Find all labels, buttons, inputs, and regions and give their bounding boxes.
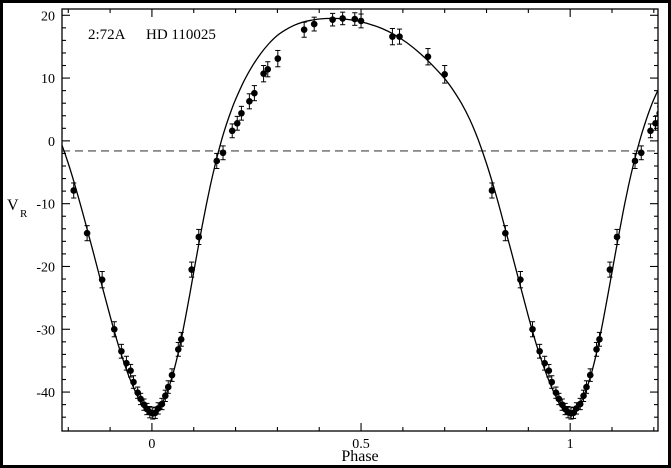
data-point [238,109,245,117]
plot-frame [61,8,659,432]
y-tick-label: -20 [36,260,55,275]
object-name: HD 110025 [146,27,216,43]
y-axis-label-subscript: R [20,208,28,220]
data-point [613,233,621,241]
data-point [98,276,106,283]
data-point [555,395,563,403]
data-point [127,367,134,375]
data-point [158,400,166,408]
x-tick-label: 0.5 [352,437,370,452]
data-point [195,233,203,241]
data-point [580,392,587,400]
data-point [134,389,142,396]
data-point [606,266,614,273]
chart-svg: 0 0.5 1 -40 -30 -20 -10 0 10 20 2:72A HD 110025 V… [7,8,659,465]
data-point [389,33,396,40]
data-point [647,127,654,135]
y-tick-label: -40 [36,386,55,401]
data-point [137,395,144,403]
data-point [168,371,176,379]
data-point [593,346,600,353]
data-point [233,119,241,127]
data-point [545,367,553,375]
data-point [631,157,639,165]
panel-label: 2:72A [88,27,126,43]
data-point [552,389,560,396]
data-point [164,383,172,391]
data-point [146,408,154,416]
data-point [123,359,130,367]
data-point [264,65,272,73]
data-point [351,15,359,23]
x-axis-label: Phase [341,448,378,465]
data-point [441,71,448,78]
data-point [548,378,556,386]
data-point [251,89,258,97]
data-point [596,336,603,343]
data-point [228,127,236,135]
data-point [517,276,524,283]
data-point [110,325,118,333]
data-point [529,325,536,333]
data-point [329,16,336,23]
data-point [246,98,253,105]
data-point [274,55,282,62]
data-point [70,187,78,194]
data-point [541,359,548,367]
y-tick-label: 0 [48,135,55,150]
data-point [260,70,267,77]
rv-model-curve [62,17,658,416]
chart-generated-layer: 0 0.5 1 -40 -30 -20 -10 0 10 20 [36,8,659,452]
data-point [300,26,308,34]
data-point [488,187,496,194]
data-point [536,347,543,355]
y-axis-label: V [7,197,19,214]
data-point [83,229,91,237]
data-point [586,371,594,379]
data-point [310,20,318,28]
y-tick-label: 20 [41,9,55,24]
data-point [130,378,137,386]
data-point [339,15,346,22]
data-point [213,157,221,165]
data-point [162,392,169,400]
data-point [118,347,125,355]
data-point [174,346,182,353]
data-point [396,33,403,40]
data-point [219,149,227,157]
data-point [637,149,645,157]
data-point [652,119,658,127]
data-point [564,408,572,416]
data-point [576,400,584,408]
data-point [188,266,195,273]
x-tick-label: 1 [567,437,574,452]
x-tick-label: 0 [148,437,155,452]
data-point [583,383,590,391]
data-point [424,53,432,61]
data-point [177,336,185,343]
y-tick-label: 10 [41,72,55,87]
y-tick-label: -10 [36,198,55,213]
y-tick-label: -30 [36,323,55,338]
data-point [502,229,509,237]
data-point [357,17,365,25]
